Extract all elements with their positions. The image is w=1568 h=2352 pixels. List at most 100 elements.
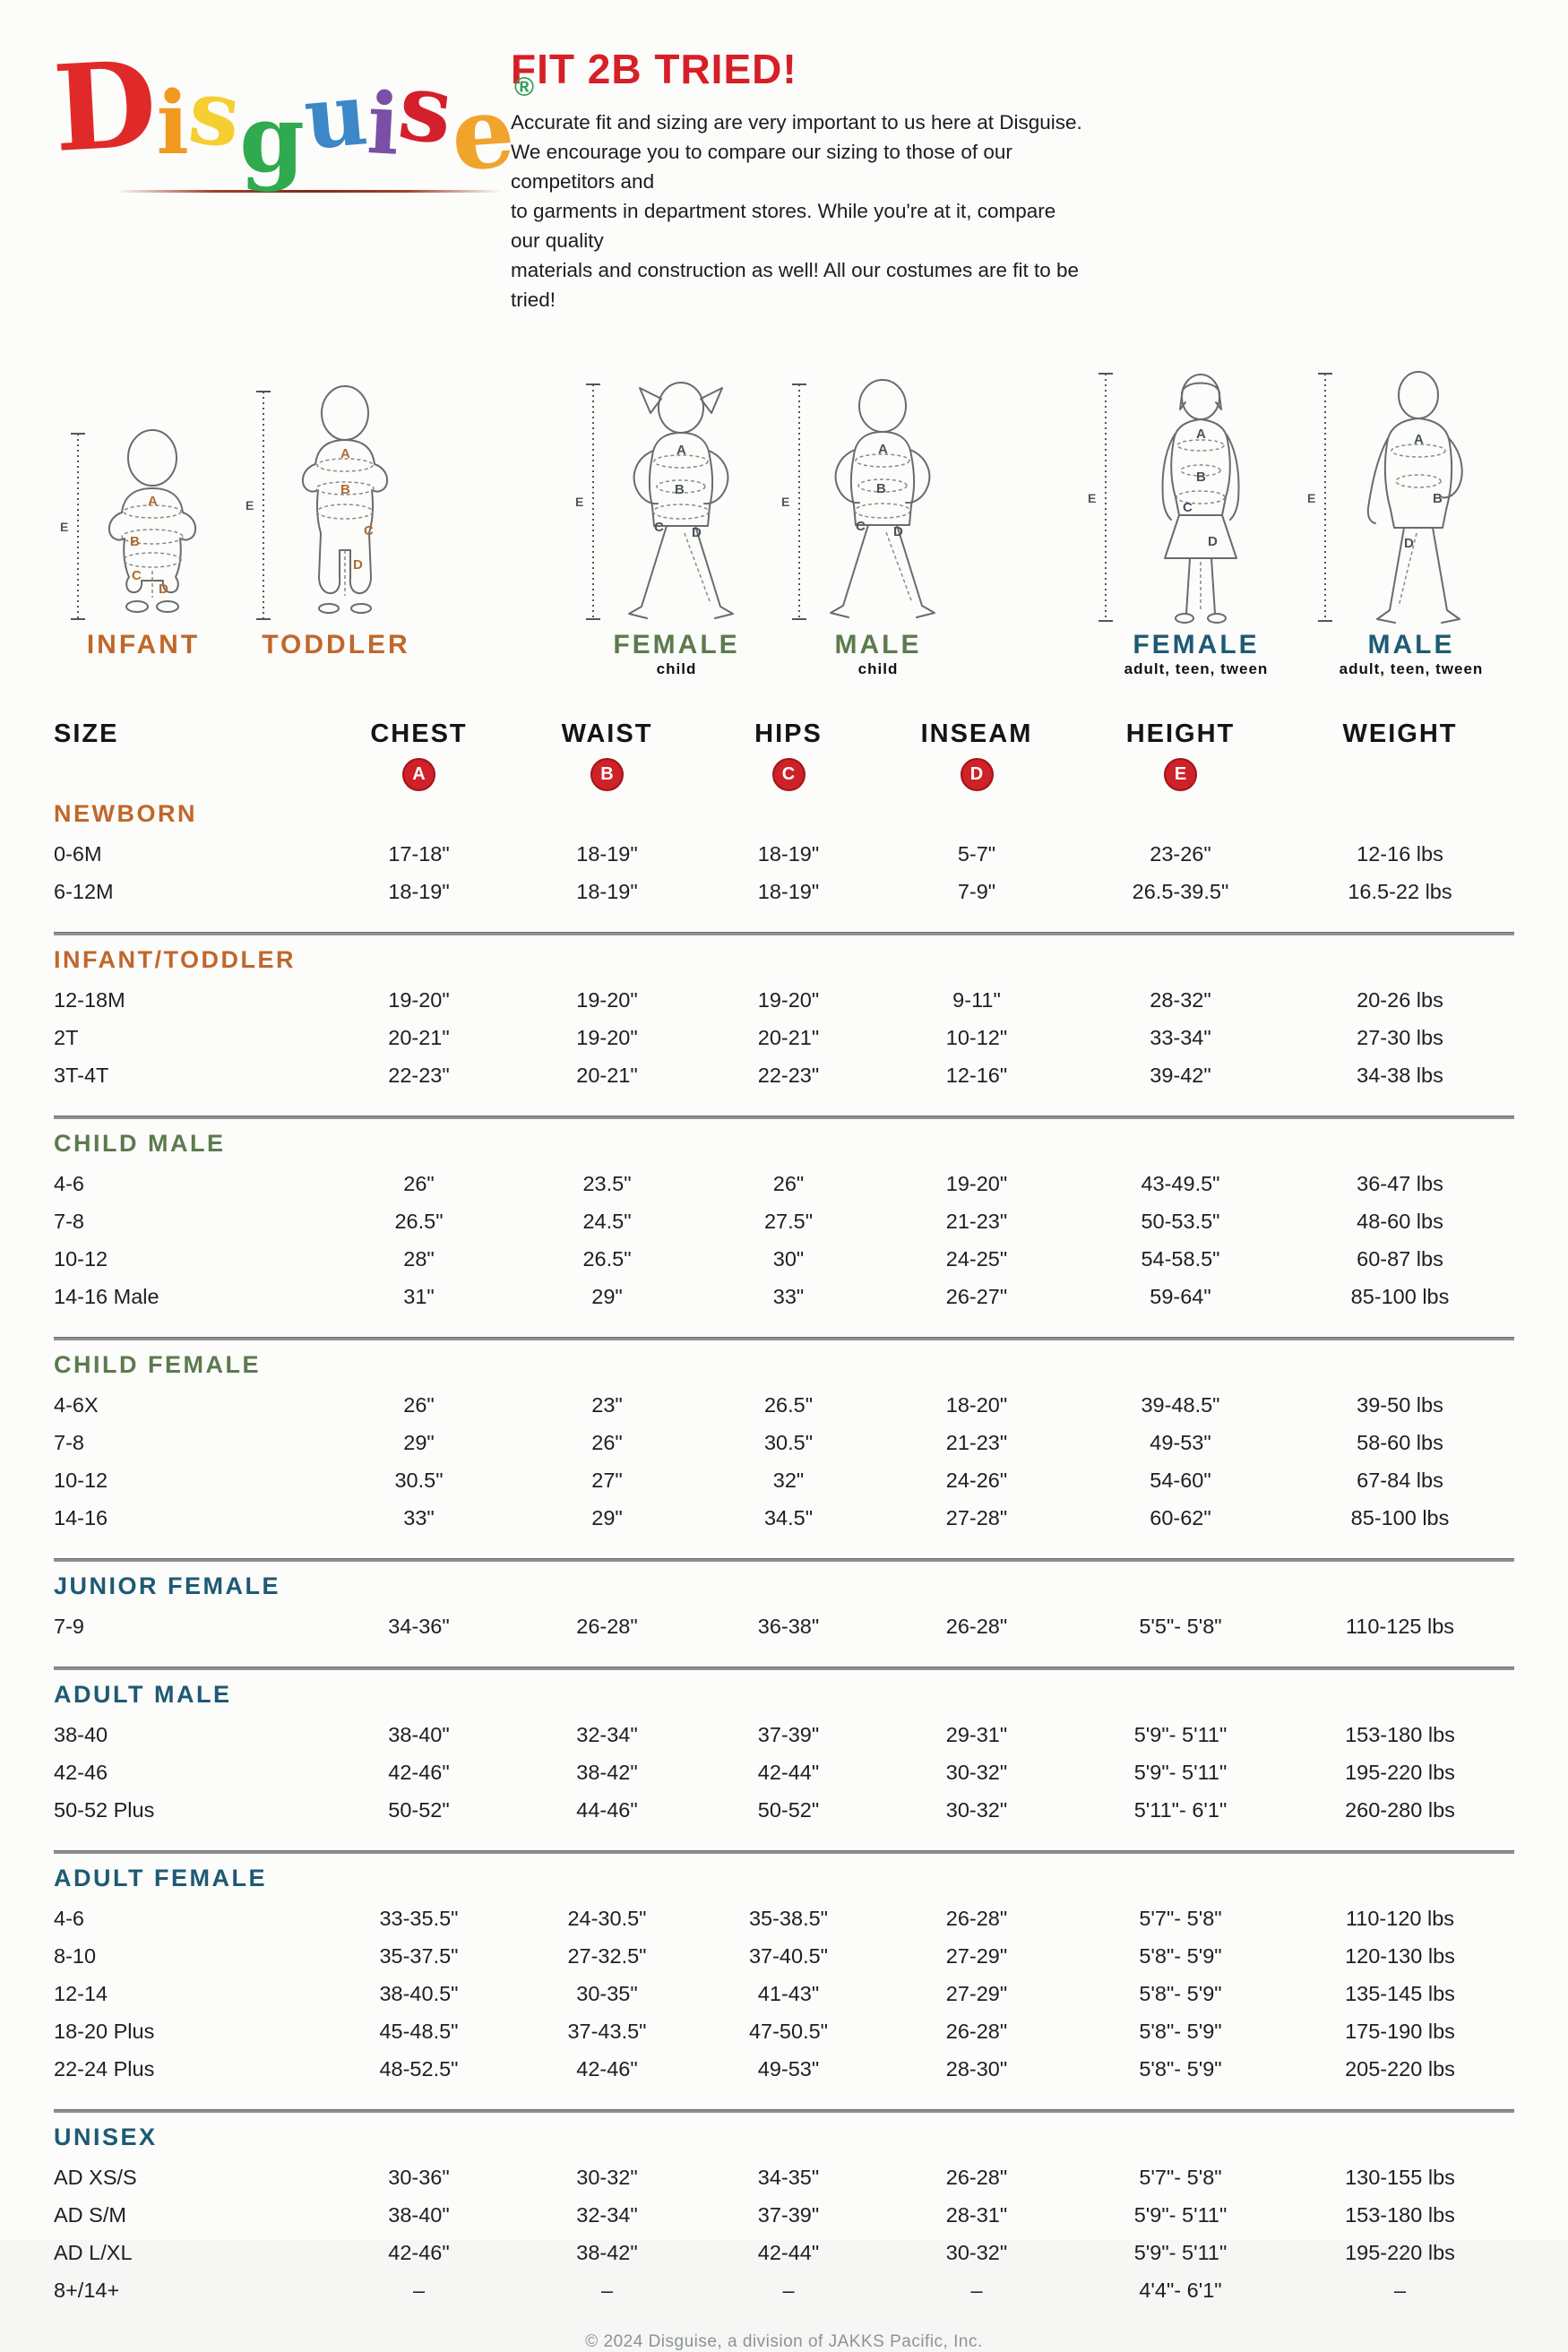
value-cell: 27-29" xyxy=(945,1943,1008,1968)
size-cell: 38-40 xyxy=(54,1722,108,1746)
svg-text:D: D xyxy=(692,525,702,540)
table-row: 50-52 Plus 50-52" 44-46" 50-52" 30-32" 5'11"-… xyxy=(54,1791,1514,1829)
value-cell: 44-46" xyxy=(576,1797,638,1822)
figure-label-male-child: MALE xyxy=(834,630,922,659)
value-cell: 21-23" xyxy=(945,1209,1008,1233)
value-cell: 30.5" xyxy=(394,1468,444,1492)
value-cell: 39-50 lbs xyxy=(1357,1392,1443,1417)
value-cell: 30-36" xyxy=(388,2165,450,2189)
value-cell: 67-84 lbs xyxy=(1357,1468,1443,1492)
svg-text:E: E xyxy=(1307,491,1315,505)
section-divider xyxy=(54,1116,1514,1119)
value-cell: 24-25" xyxy=(945,1246,1008,1271)
svg-text:C: C xyxy=(654,520,664,535)
value-cell: 22-23" xyxy=(757,1063,820,1087)
value-cell: 20-21" xyxy=(576,1063,638,1087)
figure-infant: E A B C D INFANT xyxy=(54,358,233,678)
value-cell: 17-18" xyxy=(388,841,450,866)
value-cell: 34-35" xyxy=(757,2165,820,2189)
value-cell: 42-46" xyxy=(388,1760,450,1784)
value-cell: 38-42" xyxy=(576,1760,638,1784)
logo-letter: s xyxy=(184,57,246,168)
svg-text:A: A xyxy=(1414,432,1424,447)
value-cell: 18-19" xyxy=(757,841,820,866)
table-row: 7-9 34-36" 26-28" 36-38" 26-28" 5'5"- 5'8" 110… xyxy=(54,1607,1514,1645)
value-cell: 36-38" xyxy=(757,1614,820,1638)
value-cell: 26-28" xyxy=(945,1614,1008,1638)
section-header-junior-female: JUNIOR FEMALE xyxy=(54,1572,281,1599)
size-cell: 7-8 xyxy=(54,1209,84,1233)
value-cell: 18-19" xyxy=(388,879,450,903)
female-adult-figure-drawing: E A B C D xyxy=(1088,373,1240,624)
svg-text:A: A xyxy=(878,442,888,457)
value-cell: 54-58.5" xyxy=(1141,1246,1220,1271)
figure-male-child: E A B C D MALE child xyxy=(780,358,977,678)
svg-text:E: E xyxy=(246,498,254,513)
value-cell: 5'11"- 6'1" xyxy=(1133,1797,1228,1822)
section-divider xyxy=(54,932,1514,935)
size-cell: 4-6 xyxy=(54,1171,84,1195)
value-cell: 29-31" xyxy=(945,1722,1008,1746)
size-cell: 12-14 xyxy=(54,1981,108,2005)
size-cell: AD XS/S xyxy=(54,2165,137,2189)
value-cell: 29" xyxy=(591,1284,623,1308)
table-row: 22-24 Plus 48-52.5" 42-46" 49-53" 28-30" 5'8"… xyxy=(54,2050,1514,2088)
value-cell: 48-52.5" xyxy=(379,2056,459,2081)
value-cell: 85-100 lbs xyxy=(1350,1505,1450,1529)
table-row: 4-6 26" 23.5" 26" 19-20" 43-49.5" 36-47 lbs xyxy=(54,1165,1514,1202)
value-cell: 30-32" xyxy=(576,2165,638,2189)
value-cell: 26-28" xyxy=(945,2019,1008,2043)
value-cell: 4'4"- 6'1" xyxy=(1139,2278,1222,2302)
column-header-height: HEIGHT xyxy=(1125,719,1236,748)
value-cell: 28" xyxy=(403,1246,435,1271)
value-cell: 30-32" xyxy=(945,2240,1008,2264)
svg-text:D: D xyxy=(353,557,363,573)
value-cell: 12-16" xyxy=(945,1063,1008,1087)
value-cell: 33" xyxy=(772,1284,805,1308)
value-cell: 50-53.5" xyxy=(1141,1209,1220,1233)
logo-letter: s xyxy=(393,49,460,167)
value-cell: 10-12" xyxy=(945,1025,1008,1049)
value-cell: 18-19" xyxy=(576,841,638,866)
measure-badges-row: A B C D E xyxy=(54,758,1514,791)
intro-paragraph-line: to garments in department stores. While … xyxy=(511,200,1056,252)
size-cell: 7-9 xyxy=(54,1614,84,1638)
value-cell: 30-32" xyxy=(945,1760,1008,1784)
value-cell: 42-46" xyxy=(388,2240,450,2264)
figure-label-toddler: TODDLER xyxy=(262,630,410,659)
female-child-figure-drawing: E A B C D xyxy=(575,382,734,620)
value-cell: 110-120 lbs xyxy=(1345,1906,1455,1930)
svg-text:B: B xyxy=(340,482,350,497)
value-cell: 19-20" xyxy=(576,1025,638,1049)
value-cell: 20-26 lbs xyxy=(1357,987,1443,1012)
value-cell: 23.5" xyxy=(582,1171,632,1195)
value-cell: 5'8"- 5'9" xyxy=(1139,1943,1222,1968)
svg-text:A: A xyxy=(148,494,158,509)
value-cell: 32" xyxy=(772,1468,805,1492)
measure-badge-e: E xyxy=(1164,758,1197,791)
value-cell: 49-53" xyxy=(1150,1430,1211,1454)
value-cell: 27-32.5" xyxy=(567,1943,647,1968)
logo-letter: g xyxy=(239,83,305,194)
value-cell: 50-52" xyxy=(388,1797,450,1822)
value-cell: 42-46" xyxy=(576,2056,638,2081)
table-row: 10-12 30.5" 27" 32" 24-26" 54-60" 67-84 lbs xyxy=(54,1461,1514,1499)
value-cell: 38-40" xyxy=(388,2202,450,2227)
section-divider xyxy=(54,1850,1514,1854)
value-cell: 12-16 lbs xyxy=(1357,841,1443,866)
value-cell: 260-280 lbs xyxy=(1345,1797,1455,1822)
value-cell: 19-20" xyxy=(945,1171,1008,1195)
value-cell: 23" xyxy=(591,1392,623,1417)
value-cell: 5'7"- 5'8" xyxy=(1139,2165,1222,2189)
disguise-logo: Disguise® xyxy=(50,32,534,194)
value-cell: 27-28" xyxy=(945,1505,1008,1529)
table-row: 2T 20-21" 19-20" 20-21" 10-12" 33-34" 27-30 lb… xyxy=(54,1019,1514,1056)
value-cell: 38-40.5" xyxy=(379,1981,459,2005)
logo-letter: i xyxy=(156,73,189,174)
table-row: 14-16 33" 29" 34.5" 27-28" 60-62" 85-100 lbs xyxy=(54,1499,1514,1537)
badge-cell: B xyxy=(515,758,699,791)
value-cell: – xyxy=(600,2278,614,2302)
value-cell: 34-38 lbs xyxy=(1357,1063,1443,1087)
value-cell: 42-44" xyxy=(757,2240,820,2264)
value-cell: 19-20" xyxy=(757,987,820,1012)
